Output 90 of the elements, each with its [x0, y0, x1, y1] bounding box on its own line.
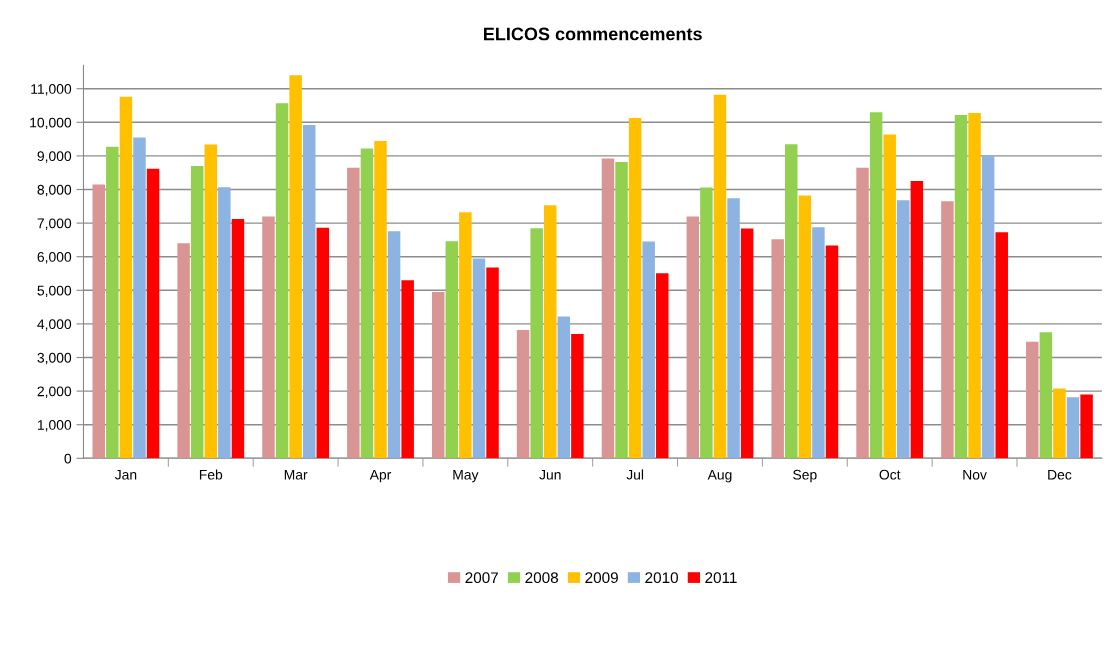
bar: [713, 94, 727, 459]
bar: [883, 134, 896, 459]
bar: [472, 258, 486, 459]
bar: [401, 280, 414, 459]
bar: [516, 329, 530, 459]
legend-label: 2011: [705, 572, 737, 584]
bar: [656, 273, 669, 459]
bar: [941, 201, 954, 459]
bar: [740, 228, 754, 459]
bar: [231, 219, 245, 459]
bar: [825, 245, 839, 459]
y-tick-label: 6,000: [37, 252, 72, 264]
y-tick-label: 1,000: [37, 420, 72, 432]
bar: [530, 228, 543, 459]
bar: [1026, 341, 1039, 459]
bar: [146, 168, 160, 459]
bar: [869, 112, 883, 459]
bar: [92, 184, 105, 459]
x-tick-label: Mar: [284, 469, 308, 480]
bar: [1080, 394, 1093, 459]
y-tick-label: 4,000: [37, 319, 72, 331]
bar: [557, 316, 571, 459]
y-tick-label: 10,000: [30, 117, 72, 130]
bar: [968, 112, 981, 459]
x-tick-label: Feb: [199, 469, 223, 480]
bar: [727, 198, 740, 459]
bar: [615, 161, 628, 459]
y-tick-label: 2,000: [37, 386, 72, 398]
bar: [628, 117, 642, 459]
bar: [262, 216, 275, 459]
bar: [316, 227, 330, 459]
bar: [119, 96, 133, 459]
bar: [106, 146, 119, 459]
legend-label: 2008: [525, 572, 559, 584]
chart-title: ELICOS commencements: [484, 27, 702, 41]
bar: [275, 103, 289, 459]
bar: [289, 75, 302, 459]
y-tick-label: 9,000: [37, 151, 72, 163]
x-tick-label: Oct: [879, 469, 901, 480]
x-tick-label: Dec: [1048, 469, 1072, 480]
y-tick-label: 0: [64, 453, 72, 464]
legend-label: 2009: [585, 572, 618, 584]
bar: [897, 200, 910, 459]
y-tick-label: 11,000: [31, 84, 72, 96]
bar: [856, 167, 869, 459]
y-tick-label: 7,000: [37, 218, 72, 230]
bar: [431, 291, 445, 459]
y-tick-label: 3,000: [37, 352, 72, 365]
bar: [812, 227, 825, 459]
bar: [543, 205, 557, 459]
bar: [218, 187, 231, 459]
x-tick-label: Apr: [369, 469, 392, 483]
x-tick-label: Sep: [793, 469, 817, 483]
bar: [204, 144, 218, 459]
bar: [177, 243, 190, 459]
bar: [686, 216, 700, 459]
bar: [981, 155, 995, 459]
bar: [1066, 397, 1080, 459]
bar: [190, 165, 204, 459]
bar: [133, 137, 146, 459]
bar: [387, 231, 401, 459]
bar: [954, 114, 968, 459]
bar: [785, 144, 798, 459]
bar: [571, 333, 584, 459]
bar: [1053, 388, 1066, 459]
bar: [459, 212, 472, 459]
bar: [347, 167, 360, 459]
x-tick-label: May: [453, 469, 479, 483]
x-tick-label: Nov: [963, 469, 987, 480]
bar: [771, 239, 784, 459]
x-tick-label: Jun: [539, 469, 561, 480]
x-tick-label: Jul: [626, 469, 644, 480]
bar: [700, 187, 713, 459]
bar: [995, 232, 1008, 459]
bar: [302, 124, 316, 459]
bar: [445, 241, 459, 459]
bar: [360, 148, 374, 459]
bar: [798, 195, 812, 459]
x-tick-label: Jan: [114, 469, 137, 480]
bar: [486, 267, 499, 459]
bar: [642, 241, 655, 459]
y-tick-label: 5,000: [37, 285, 72, 298]
legend-label: 2007: [465, 572, 498, 584]
legend-label: 2010: [645, 572, 678, 584]
bar: [910, 181, 924, 459]
bar: [1039, 332, 1053, 459]
bar: [601, 158, 615, 459]
bar: [374, 141, 387, 459]
x-tick-label: Aug: [707, 469, 732, 483]
y-tick-label: 8,000: [37, 184, 72, 197]
